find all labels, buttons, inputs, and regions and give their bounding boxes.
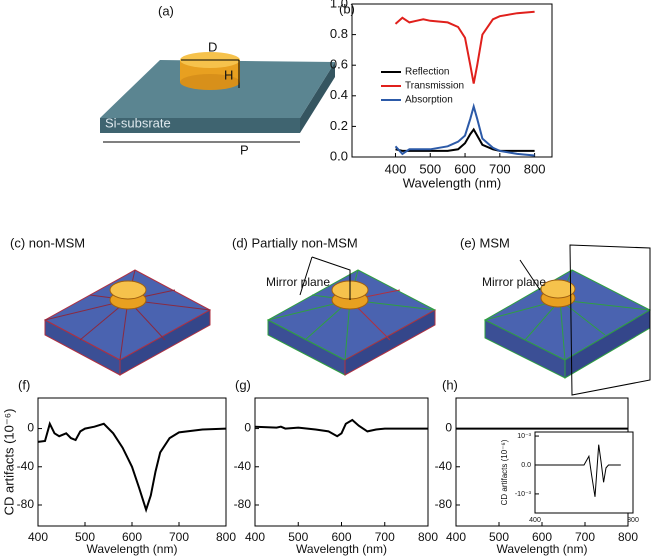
x-tick-label: 800 xyxy=(618,530,638,544)
x-tick-label: 600 xyxy=(532,530,552,544)
y-tick-label: -80 xyxy=(435,497,453,511)
data-line xyxy=(394,10,535,84)
legend-label: Reflection xyxy=(405,67,449,78)
y-tick-label: -80 xyxy=(17,497,35,511)
y-tick-label: 0.6 xyxy=(330,57,348,72)
label-h: H xyxy=(224,67,233,82)
panel-label: (b) xyxy=(339,1,355,16)
legend-label: Transmission xyxy=(405,81,464,92)
y-tick-label: -80 xyxy=(234,497,252,511)
panel-label: (d) Partially non-MSM xyxy=(232,235,358,250)
y-tick-label: -40 xyxy=(435,459,453,473)
y-tick-label: -40 xyxy=(234,459,252,473)
x-tick-label: 400 xyxy=(446,530,466,544)
mesh-side xyxy=(344,309,436,376)
disk-top xyxy=(109,280,147,300)
x-tick-label: 800 xyxy=(418,530,438,544)
x-tick-label: 700 xyxy=(575,530,595,544)
y-tick-label: 0.8 xyxy=(330,26,348,41)
y-tick-label: 0 xyxy=(244,421,251,435)
mesh-side xyxy=(119,309,211,376)
plot-frame xyxy=(37,397,227,527)
x-axis-label: Wavelength (nm) xyxy=(403,175,502,190)
legend-label: Absorption xyxy=(405,95,453,106)
y-tick-label: -40 xyxy=(17,459,35,473)
x-tick-label: 700 xyxy=(489,161,511,176)
mirror-plane xyxy=(569,244,651,396)
plot-frame xyxy=(351,3,553,158)
x-tick-label: 600 xyxy=(331,530,351,544)
x-tick-label: 600 xyxy=(122,530,142,544)
plot-frame xyxy=(254,397,429,527)
x-tick-label: 800 xyxy=(524,161,546,176)
label-d: D xyxy=(208,39,217,54)
mirror-label: Mirror plane xyxy=(482,275,546,289)
data-line xyxy=(535,444,621,497)
y-tick-label: 10⁻³ xyxy=(517,433,531,440)
x-axis-label: Wavelength (nm) xyxy=(497,542,588,556)
x-tick-label: 600 xyxy=(454,161,476,176)
y-tick-label: 0.4 xyxy=(330,87,348,102)
illustration-c: (c) non-MSM xyxy=(10,235,212,376)
x-axis-label: Wavelength (nm) xyxy=(87,542,178,556)
panel-label: (h) xyxy=(442,377,458,392)
panel-label: (c) non-MSM xyxy=(10,235,85,250)
illustration-e: (e) MSM Mirror plane xyxy=(460,235,652,396)
x-tick-label: 800 xyxy=(216,530,236,544)
plot-frame xyxy=(534,431,634,514)
y-tick-label: 1.0 xyxy=(330,0,348,10)
data-line xyxy=(394,102,535,157)
panel-label: (f) xyxy=(18,377,30,392)
panel-label: (e) MSM xyxy=(460,235,510,250)
panel-label: (g) xyxy=(235,377,251,392)
x-tick-label: 800 xyxy=(627,517,639,524)
x-tick-label: 400 xyxy=(245,530,265,544)
mirror-label: Mirror plane xyxy=(266,275,330,289)
panel-label: (a) xyxy=(158,3,174,18)
x-tick-label: 700 xyxy=(375,530,395,544)
illustration-a: (a) D H Si-subsrate P xyxy=(100,3,335,157)
x-tick-label: 400 xyxy=(28,530,48,544)
y-tick-label: 0.2 xyxy=(330,118,348,133)
x-axis-label: Wavelength (nm) xyxy=(296,542,387,556)
x-tick-label: 400 xyxy=(385,161,407,176)
disk-bottom xyxy=(180,74,240,90)
x-tick-label: 500 xyxy=(489,530,509,544)
data-line xyxy=(37,421,227,514)
y-axis-label: CD artifacts (10⁻⁶) xyxy=(500,439,509,505)
slab-front xyxy=(100,118,300,133)
y-tick-label: 0 xyxy=(445,421,452,435)
mirror-pointer xyxy=(299,256,351,300)
y-tick-label: 0.0 xyxy=(330,148,348,163)
y-axis-label: CD artifacts (10⁻⁶) xyxy=(1,409,16,516)
x-tick-label: 700 xyxy=(169,530,189,544)
data-line xyxy=(254,418,428,438)
inset-background xyxy=(535,432,633,513)
label-p: P xyxy=(240,142,249,157)
label-substrate: Si-subsrate xyxy=(105,115,171,130)
x-tick-label: 500 xyxy=(75,530,95,544)
illustration-d: (d) Partially non-MSM Mirror plane xyxy=(232,235,437,376)
y-tick-label: 0.0 xyxy=(521,462,531,469)
disk-top xyxy=(540,279,576,299)
x-tick-label: 500 xyxy=(419,161,441,176)
slab-side xyxy=(300,62,335,133)
y-tick-label: 0 xyxy=(27,421,34,435)
y-tick-label: -10⁻³ xyxy=(515,491,532,498)
x-tick-label: 400 xyxy=(529,517,541,524)
x-tick-label: 500 xyxy=(288,530,308,544)
mirror-pointer xyxy=(519,259,541,291)
